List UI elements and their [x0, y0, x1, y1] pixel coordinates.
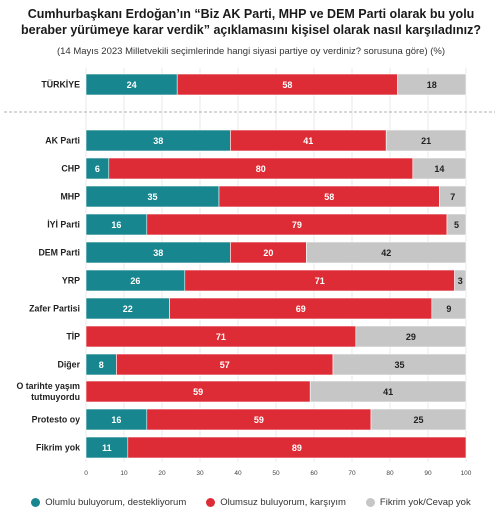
legend-label-positive: Olumlu buluyorum, destekliyorum: [45, 497, 187, 508]
data-label: 3: [458, 276, 463, 286]
category-label: Protesto oy: [32, 415, 80, 425]
data-label: 41: [383, 387, 393, 397]
legend-item-no-opinion: Fikrim yok/Cevap yok: [365, 497, 471, 508]
data-label: 38: [153, 136, 163, 146]
chart-subtitle: (14 Mayıs 2023 Milletvekili seçimlerinde…: [56, 46, 446, 57]
data-label: 58: [282, 80, 292, 90]
data-label: 69: [296, 304, 306, 314]
x-tick-label: 80: [386, 470, 394, 477]
data-label: 20: [263, 248, 273, 258]
data-label: 41: [303, 136, 313, 146]
data-label: 57: [220, 360, 230, 370]
category-label: Diğer: [58, 360, 81, 370]
legend-item-positive: Olumlu buluyorum, destekliyorum: [31, 497, 186, 508]
data-label: 35: [394, 360, 404, 370]
bar-segment-no-opinion: [306, 241, 467, 264]
x-tick-label: 0: [84, 470, 88, 477]
data-label: 80: [256, 164, 266, 174]
category-label: Zafer Partisi: [29, 304, 80, 314]
x-tick-label: 40: [234, 470, 242, 477]
data-label: 7: [450, 192, 455, 202]
bar-segment-no-opinion: [446, 213, 467, 236]
bar-segment-no-opinion: [309, 380, 467, 403]
x-tick-label: 30: [196, 470, 204, 477]
x-tick-label: 60: [310, 470, 318, 477]
legend-swatch-no-opinion: [365, 498, 375, 507]
bar-segment-no-opinion: [385, 129, 467, 152]
data-label: 21: [421, 136, 431, 146]
data-label: 38: [153, 248, 163, 258]
data-label: 26: [130, 276, 140, 286]
data-label: 16: [111, 415, 121, 425]
data-label: 24: [127, 80, 137, 90]
legend-swatch-positive: [31, 498, 41, 507]
data-label: 35: [147, 192, 157, 202]
category-label: TİP: [66, 332, 80, 342]
data-label: 79: [292, 220, 302, 230]
category-label: TÜRKİYE: [41, 80, 80, 90]
legend-swatch-negative: [206, 498, 216, 507]
bar-segment-negative: [127, 436, 467, 459]
category-label: MHP: [60, 192, 80, 202]
bar-segment-no-opinion: [431, 297, 467, 320]
x-tick-label: 90: [424, 470, 432, 477]
data-label: 59: [254, 415, 264, 425]
category-label: CHP: [61, 164, 80, 174]
bar-segment-no-opinion: [355, 325, 467, 348]
bar-segment-no-opinion: [439, 185, 467, 208]
chart-legend: Olumlu buluyorum, destekliyorum Olumsuz …: [8, 497, 494, 508]
bar-segment-no-opinion: [412, 157, 467, 180]
data-label: 8: [99, 360, 104, 370]
data-label: 22: [123, 304, 133, 314]
data-label: 11: [102, 443, 112, 453]
bar-segment-no-opinion: [397, 73, 467, 96]
category-label: O tarihte yaşım tutmuyordu: [16, 381, 80, 402]
x-tick-label: 70: [348, 470, 356, 477]
data-label: 9: [446, 304, 451, 314]
data-label: 25: [413, 415, 423, 425]
legend-label-no-opinion: Fikrim yok/Cevap yok: [379, 497, 471, 508]
data-label: 5: [454, 220, 459, 230]
data-label: 89: [292, 443, 302, 453]
data-label: 16: [111, 220, 121, 230]
category-label: İYİ Parti: [47, 220, 80, 230]
chart-title: Cumhurbaşkanı Erdoğan’ın “Biz AK Parti, …: [21, 7, 481, 37]
x-tick-label: 50: [272, 470, 280, 477]
data-label: 59: [193, 387, 203, 397]
data-label: 42: [381, 248, 391, 258]
data-label: 18: [427, 80, 437, 90]
bar-segment-no-opinion: [332, 353, 467, 376]
category-label: YRP: [62, 276, 80, 286]
x-tick-label: 100: [461, 470, 472, 477]
legend-label-negative: Olumsuz buluyorum, karşıyım: [220, 497, 346, 508]
x-tick-label: 10: [120, 470, 128, 477]
x-tick-label: 20: [158, 470, 166, 477]
category-label: Fikrim yok: [36, 443, 80, 453]
legend-item-negative: Olumsuz buluyorum, karşıyım: [206, 497, 346, 508]
data-label: 71: [315, 276, 325, 286]
data-label: 6: [95, 164, 100, 174]
data-label: 29: [406, 332, 416, 342]
category-label: DEM Parti: [38, 248, 80, 258]
bar-segment-no-opinion: [454, 269, 467, 292]
data-label: 58: [324, 192, 334, 202]
data-label: 14: [434, 164, 444, 174]
data-label: 71: [216, 332, 226, 342]
bar-segment-no-opinion: [370, 408, 467, 431]
category-label: AK Parti: [45, 136, 80, 146]
